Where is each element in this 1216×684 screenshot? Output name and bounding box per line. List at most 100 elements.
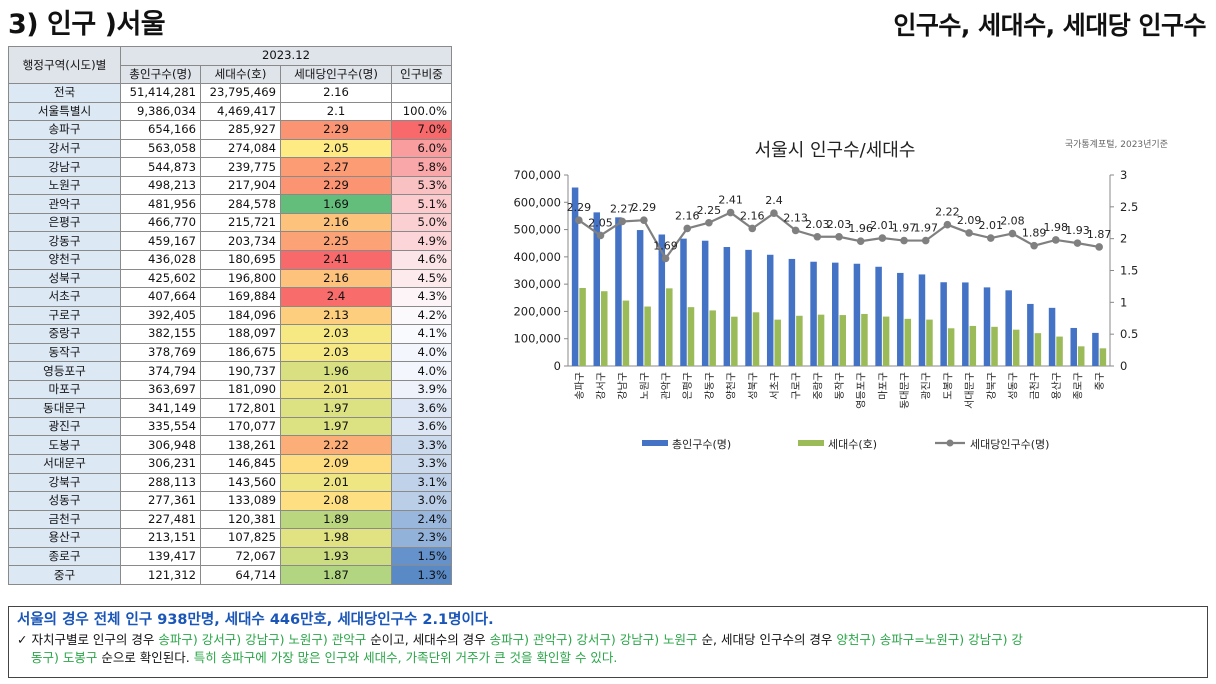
population-cell: 466,770 <box>120 212 201 233</box>
bar-households <box>796 315 803 366</box>
bar-households <box>861 313 868 366</box>
ratio-cell: 2.29 <box>280 175 392 196</box>
right-axis-tick-label: 0 <box>1120 359 1127 373</box>
share-cell: 100.0% <box>391 101 452 122</box>
share-cell: 5.0% <box>391 212 452 233</box>
region-cell: 양천구 <box>8 250 121 270</box>
x-axis-tick-label: 강북구 <box>986 372 998 400</box>
left-axis-tick-label: 600,000 <box>513 195 561 209</box>
header-period: 2023.12 <box>120 46 452 66</box>
share-cell: 4.6% <box>391 250 452 270</box>
point-ratio <box>661 254 670 263</box>
summary-pop-order: 송파구) 강서구) 강남구) 노원구) 관악구 <box>158 632 367 647</box>
ratio-cell: 2.01 <box>280 379 392 400</box>
point-ratio <box>965 229 973 237</box>
data-label-ratio: 2.01 <box>979 219 1004 232</box>
bar-population <box>875 266 882 366</box>
households-cell: 188,097 <box>200 324 281 344</box>
region-cell: 성북구 <box>8 268 121 289</box>
households-cell: 4,469,417 <box>200 101 281 122</box>
table-row: 양천구 436,028 180,695 2.41 4.6% <box>8 250 452 270</box>
bar-households <box>752 312 760 366</box>
share-cell: 4.2% <box>391 305 452 326</box>
ratio-cell: 2.25 <box>280 231 392 252</box>
region-cell: 서울특별시 <box>8 101 121 122</box>
population-cell: 459,167 <box>120 231 201 252</box>
point-ratio <box>1095 243 1103 251</box>
bar-households <box>666 288 673 366</box>
bar-households <box>839 315 846 366</box>
ratio-cell: 2.03 <box>280 324 392 344</box>
region-cell: 용산구 <box>8 528 121 548</box>
population-table: 행정구역(시도)별 2023.12 총인구수(명) 세대수(호) 세대당인구수(… <box>8 45 452 585</box>
region-cell: 강동구 <box>8 231 121 252</box>
population-cell: 121,312 <box>120 565 201 585</box>
section-title: 3) 인구 )서울 <box>8 9 166 40</box>
point-ratio <box>813 232 822 241</box>
ratio-cell: 2.05 <box>280 138 392 159</box>
households-cell: 239,775 <box>200 157 281 177</box>
share-cell: 5.1% <box>391 194 452 214</box>
table-row: 금천구 227,481 120,381 1.89 2.4% <box>8 509 452 530</box>
x-axis-tick-label: 성동구 <box>1007 372 1019 400</box>
population-cell: 563,058 <box>120 138 201 159</box>
ratio-cell: 2.1 <box>280 101 392 122</box>
region-cell: 강남구 <box>8 157 121 177</box>
ratio-cell: 2.16 <box>280 83 392 103</box>
summary-headline: 서울의 경우 전체 인구 938만명, 세대수 446만호, 세대당인구수 2.… <box>17 612 494 628</box>
population-cell: 341,149 <box>120 398 201 418</box>
table-row: 관악구 481,956 284,578 1.69 5.1% <box>8 194 452 214</box>
ratio-cell: 1.97 <box>280 398 392 418</box>
table-row: 은평구 466,770 215,721 2.16 5.0% <box>8 212 452 233</box>
share-cell: 4.0% <box>391 342 452 363</box>
bar-households <box>817 314 825 366</box>
population-cell: 51,414,281 <box>120 83 201 103</box>
bar-households <box>687 307 695 366</box>
table-row: 용산구 213,151 107,825 1.98 2.3% <box>8 528 452 548</box>
point-ratio <box>596 231 605 240</box>
data-label-ratio: 1.96 <box>848 222 873 235</box>
point-ratio <box>921 236 930 245</box>
table-row: 서대문구 306,231 146,845 2.09 3.3% <box>8 454 452 474</box>
bar-population <box>1092 332 1099 366</box>
x-axis-tick-label: 금천구 <box>1029 372 1041 400</box>
region-cell: 도봉구 <box>8 435 121 456</box>
population-chart: 서울시 인구수/세대수 국가통계포털, 2023년기준 0 100,000 200,00… <box>513 138 1168 451</box>
ratio-cell: 2.16 <box>280 212 392 233</box>
summary-text: 순으로 확인된다. <box>97 650 194 665</box>
bar-population <box>983 287 991 366</box>
share-cell: 4.3% <box>391 287 452 307</box>
summary-text: ✓ 자치구별로 인구의 경우 <box>17 632 159 647</box>
region-cell: 강북구 <box>8 472 121 493</box>
x-axis-tick-label: 동대문구 <box>899 372 911 409</box>
data-label-ratio: 2.22 <box>935 206 960 219</box>
bar-population <box>1027 303 1034 366</box>
left-axis-tick-label: 400,000 <box>513 250 561 264</box>
region-cell: 강서구 <box>8 138 121 159</box>
households-cell: 190,737 <box>200 361 281 381</box>
households-cell: 169,884 <box>200 287 281 307</box>
table-subheader-row: 총인구수(명) 세대수(호) 세대당인구수(명) 인구비중 <box>9 64 452 85</box>
ratio-cell: 2.16 <box>280 268 392 289</box>
left-axis-tick-label: 700,000 <box>513 168 561 182</box>
summary-body: ✓ 자치구별로 인구의 경우 송파구) 강서구) 강남구) 노원구) 관악구 순… <box>17 631 1199 667</box>
x-axis-tick-label: 양천구 <box>726 372 738 400</box>
x-axis-tick-label: 용산구 <box>1051 372 1063 400</box>
region-cell: 전국 <box>8 83 121 103</box>
households-cell: 23,795,469 <box>200 83 281 103</box>
share-cell: 2.4% <box>391 509 452 530</box>
table-row: 종로구 139,417 72,067 1.93 1.5% <box>8 546 452 567</box>
bar-population <box>1070 327 1077 366</box>
bar-population <box>940 282 947 366</box>
legend-swatch-population <box>642 440 668 446</box>
summary-hh-order: 송파구) 관악구) 강서구) 강남구) 노원구 <box>489 632 698 647</box>
population-cell: 436,028 <box>120 250 201 270</box>
ratio-cell: 2.4 <box>280 287 392 307</box>
data-label-ratio: 1.97 <box>892 222 917 235</box>
x-axis-tick-label: 서초구 <box>769 372 781 400</box>
ratio-cell: 1.93 <box>280 546 392 567</box>
data-label-ratio: 2.08 <box>1000 215 1024 228</box>
x-axis-tick-label: 중구 <box>1094 372 1106 390</box>
summary-box: 서울의 경우 전체 인구 938만명, 세대수 446만호, 세대당인구수 2.… <box>8 606 1208 678</box>
summary-text: 순, 세대당 인구수의 경우 <box>697 632 837 647</box>
